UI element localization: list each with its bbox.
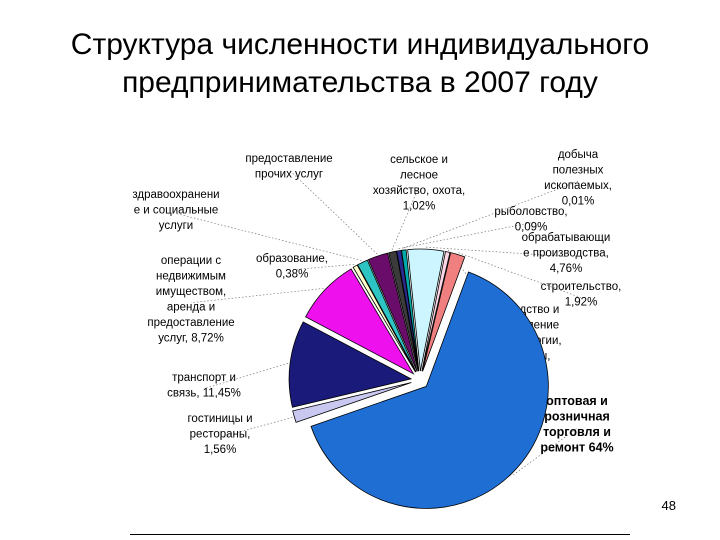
slice-label-5: строительство, 1,92% [541,281,622,309]
leader-line-0 [391,186,420,251]
slice-label-12: предоставление прочих услуг [245,153,332,181]
leader-line-12 [288,169,378,255]
pie-slice-9 [305,268,415,375]
pie-slice-0 [388,250,419,372]
slice-label-11: здравоохранени е и социальные услуги [132,189,219,232]
slice-label-1: рыболовство, 0,09% [494,206,567,234]
pie-slice-10 [352,264,416,373]
slice-label-8: транспорт и связь, 11,45% [167,372,241,400]
pie-slice-5 [422,252,466,372]
pie-slice-6 [310,271,549,509]
page-number: 48 [661,498,676,513]
pie-slice-8 [288,321,413,408]
slice-label-7: гостиницы и рестораны, 1,56% [187,413,252,456]
pie-slice-12 [367,252,418,372]
pie-slice-7 [292,382,412,423]
leader-line-11 [175,213,362,261]
leader-line-9 [190,288,324,304]
slide-title-line-2: предпринимательства в 2007 году [122,66,598,99]
slice-label-3: обрабатывающи е производства, 4,76% [522,232,611,275]
leader-line-3 [425,246,567,257]
slide-title-line-1: Структура численности индивидуального [70,28,650,61]
leader-line-5 [458,252,582,299]
slice-label-10: образование, 0,38% [256,253,328,281]
slide-title: Структура численности индивидуального пр… [20,26,700,102]
slice-label-2: добыча полезных ископаемых, 0,01% [544,149,612,208]
pie-slice-11 [357,259,417,373]
pie-slice-3 [407,248,445,372]
leader-line-6 [512,427,578,476]
pie-slice-4 [421,251,451,372]
slice-label-0: сельское и лесное хозяйство, охота, 1,02% [373,154,465,213]
slice-label-6: оптовая и розничная торговля и ремонт 64% [540,394,613,455]
pie-slice-2 [401,249,420,372]
footer-divider [130,534,630,535]
leader-line-1 [398,222,532,250]
leader-line-8 [203,363,289,390]
